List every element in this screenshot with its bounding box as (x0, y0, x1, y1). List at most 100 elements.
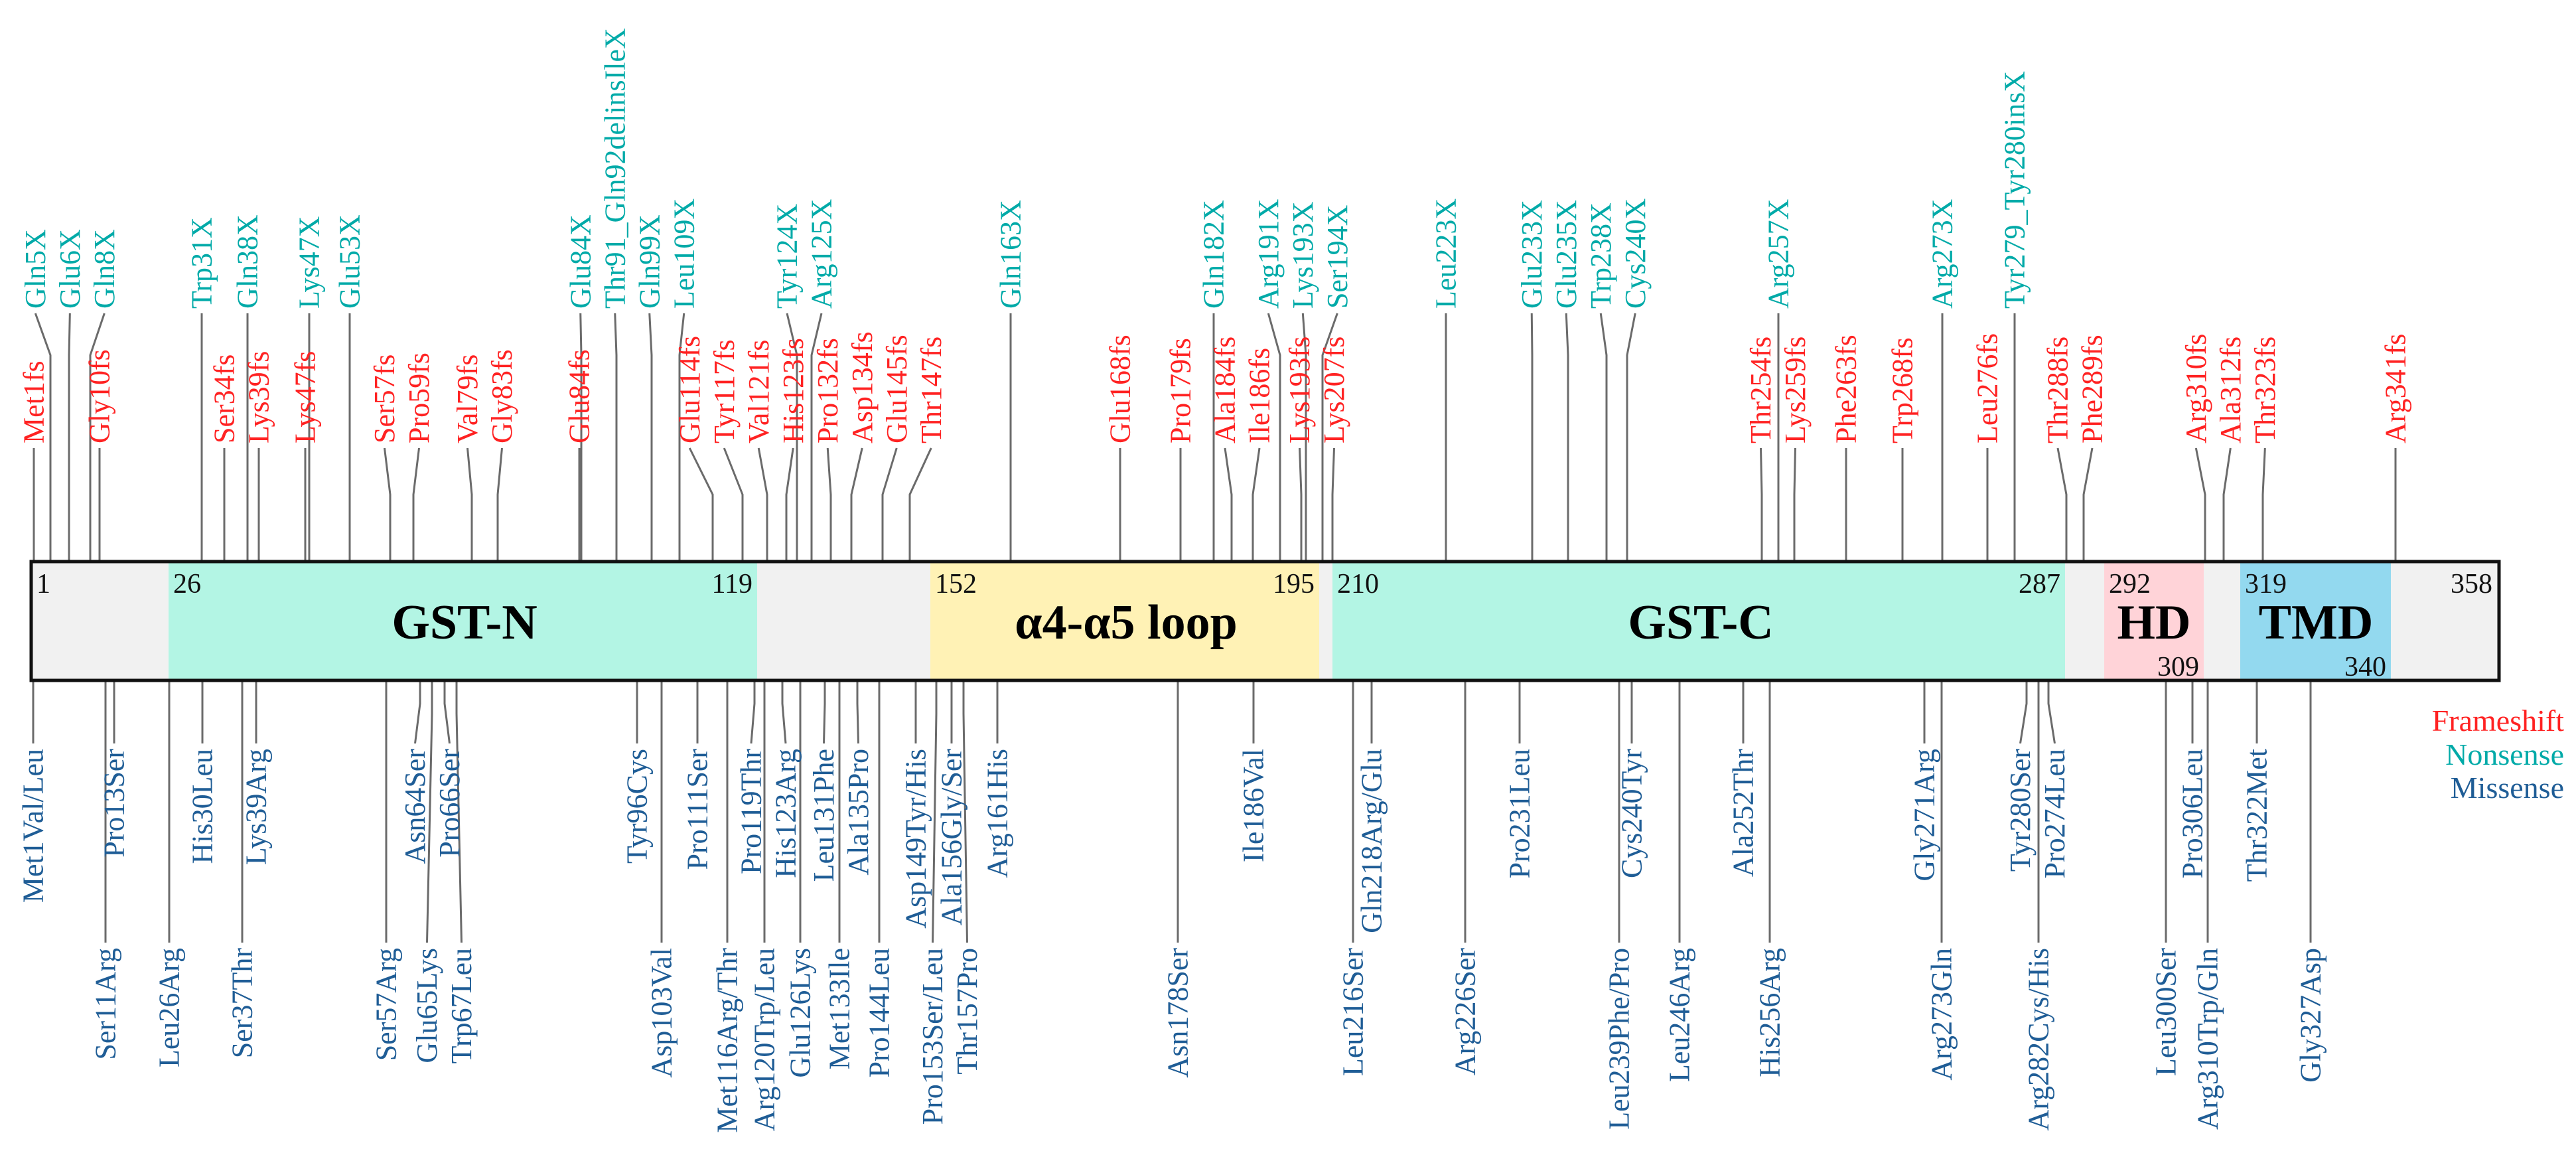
nonsense-mutation-label: Glu53X (334, 214, 366, 309)
missense-mutation-label: Asn64Ser (399, 749, 431, 864)
nonsense-mutation-label: Gln182X (1198, 200, 1230, 309)
nonsense-stem (678, 313, 685, 562)
nonsense-mutation-label: Tyr124X (771, 204, 804, 309)
missense-stem (455, 680, 463, 943)
missense-mutation-label: Ala135Pro (842, 749, 875, 876)
frameshift-stem (1299, 447, 1303, 562)
frameshift-stem (723, 447, 744, 562)
legend: Frameshift Nonsense Missense (2432, 704, 2565, 805)
missense-mutation-label: Asp103Val (646, 948, 678, 1078)
frameshift-stem (757, 447, 768, 562)
nonsense-mutation-label: Thr91_Gln92delinsIleX (599, 28, 631, 309)
frameshift-mutation-label: Ser57fs (368, 354, 401, 443)
missense-mutation-label: Arg120Trp/Leu (749, 948, 781, 1131)
frameshift-stem (2222, 447, 2232, 562)
missense-mutation-label: His123Arg (770, 749, 802, 878)
missense-mutation-label: Pro111Ser (681, 749, 714, 870)
frameshift-mutation-label: Lys47fs (289, 351, 322, 443)
domain-end-number: 119 (712, 569, 752, 599)
missense-mutation-label: Thr157Pro (951, 948, 983, 1075)
domain-gst_c (1332, 562, 2065, 680)
frameshift-mutation-label: Tyr117fs (708, 339, 741, 443)
missense-mutation-label: Ser57Arg (370, 948, 403, 1061)
frameshift-mutation-label: Val121fs (743, 340, 775, 443)
nonsense-stem (810, 313, 823, 562)
domain-name: HD (2117, 595, 2191, 650)
missense-stem (962, 680, 968, 943)
missense-mutation-label: Met116Arg/Thr (711, 948, 744, 1133)
missense-stem (2047, 680, 2056, 744)
frameshift-stem (850, 447, 863, 562)
missense-mutation-label: His256Arg (1754, 948, 1786, 1077)
nonsense-stem (1599, 313, 1608, 562)
frameshift-mutation-label: Ala312fs (2214, 337, 2247, 443)
missense-stem (750, 680, 756, 744)
nonsense-mutation-label: Arg257X (1762, 199, 1795, 309)
missense-mutation-label: Leu246Arg (1664, 948, 1696, 1082)
domain-name: TMD (2259, 595, 2374, 650)
nonsense-stem (1267, 313, 1281, 562)
domain-name: GST-N (392, 595, 537, 650)
missense-mutation-label: Glu65Lys (411, 948, 443, 1063)
frameshift-stem (826, 447, 832, 562)
domain-end-number: 287 (2019, 569, 2060, 599)
missense-mutation-label: Pro144Leu (863, 948, 896, 1078)
nonsense-stem (1321, 313, 1338, 562)
nonsense-mutation-label: Glu235X (1550, 200, 1583, 309)
legend-missense: Missense (2451, 771, 2564, 805)
frameshift-mutation-label: Ile186fs (1244, 348, 1276, 443)
frameshift-mutation-label: Thr147fs (915, 337, 948, 443)
frameshift-mutation-label: Thr254fs (1745, 337, 1777, 443)
frameshift-stem (881, 447, 898, 562)
missense-mutation-label: Ala156Gly/Ser (936, 749, 968, 926)
protein-bar-outline (29, 560, 2501, 682)
missense-mutation-label: Gln218Arg/Glu (1356, 749, 1388, 933)
missense-stem (2019, 680, 2028, 744)
nonsense-mutation-label: Lys47X (293, 216, 326, 309)
legend-nonsense: Nonsense (2445, 737, 2564, 771)
frameshift-mutation-label: Asp134fs (846, 331, 879, 443)
frameshift-stem (908, 447, 932, 562)
missense-stem (781, 680, 787, 744)
missense-mutation-label: Gly271Arg (1908, 749, 1941, 882)
nonsense-mutation-label: Arg125X (806, 199, 838, 309)
domain-start-number: 319 (2245, 569, 2287, 599)
missense-mutation-label: Leu239Phe/Pro (1603, 948, 1636, 1130)
missense-mutation-label: Pro13Ser (98, 749, 131, 858)
frameshift-mutation-label: Lys207fs (1318, 337, 1350, 443)
nonsense-mutation-label: Gln99X (633, 214, 666, 309)
domain-loop (930, 562, 1319, 680)
frameshift-stem (2261, 447, 2266, 562)
missense-mutation-label: Pro231Leu (1504, 749, 1536, 879)
frameshift-stem (2056, 447, 2068, 562)
domain-start-number: 26 (173, 569, 201, 599)
missense-mutation-label: Arg310Trp/Gln (2192, 948, 2224, 1130)
nonsense-mutation-label: Glu6X (54, 229, 86, 309)
missense-mutation-label: Ser11Arg (90, 948, 122, 1060)
frameshift-mutation-label: Lys193fs (1283, 337, 1316, 443)
nonsense-mutation-label: Gln38X (232, 214, 264, 309)
frameshift-stem (688, 447, 714, 562)
missense-mutation-label: Glu126Lys (784, 948, 817, 1078)
nonsense-stem (1301, 313, 1307, 562)
missense-mutation-label: Leu26Arg (153, 948, 186, 1067)
nonsense-stem (1565, 313, 1569, 562)
frameshift-stem (384, 447, 392, 562)
frameshift-mutation-label: Gly83fs (486, 349, 518, 443)
frameshift-mutation-label: Pro179fs (1165, 338, 1197, 443)
nonsense-stem (89, 313, 106, 562)
nonsense-mutation-label: Gln8X (88, 229, 121, 309)
domain-end-number: 195 (1273, 569, 1315, 599)
domain-gst_n (169, 562, 757, 680)
missense-mutation-label: Leu216Ser (1337, 948, 1370, 1076)
frameshift-stem (1331, 447, 1335, 562)
protein-start-number: 1 (36, 569, 50, 599)
frameshift-mutation-label: Thr288fs (2042, 337, 2074, 443)
frameshift-mutation-label: Glu84fs (563, 349, 596, 443)
frameshift-mutation-label: Lys39fs (243, 351, 275, 443)
missense-mutation-label: Asn178Ser (1162, 948, 1194, 1078)
nonsense-mutation-label: Gln5X (19, 229, 52, 309)
frameshift-stem (1252, 447, 1261, 562)
missense-mutation-label: Tyr96Cys (621, 749, 654, 864)
missense-mutation-label: Ala252Thr (1727, 749, 1760, 877)
